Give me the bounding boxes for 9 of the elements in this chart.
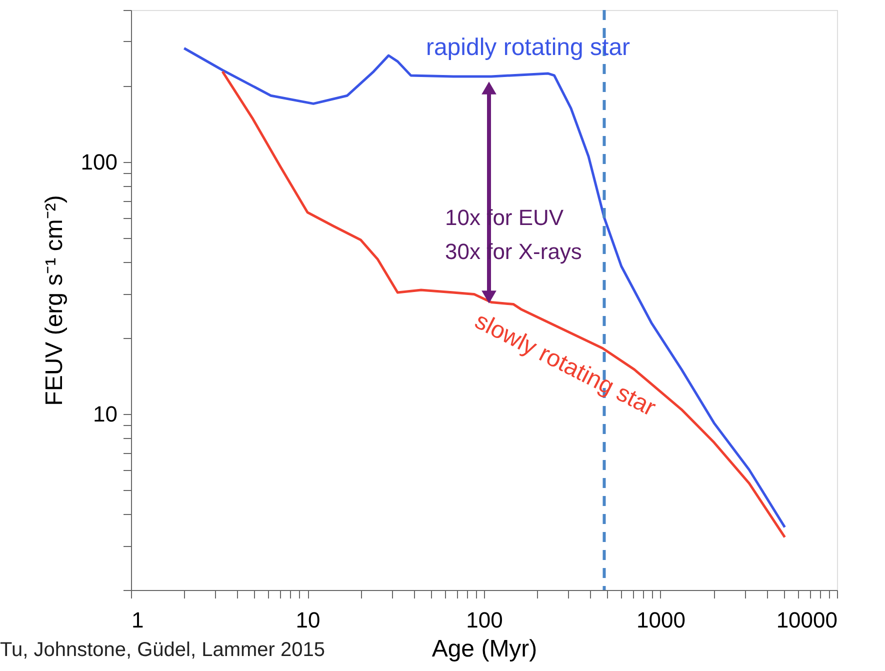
- x-tick-label: 10000: [776, 608, 838, 632]
- y-axis-title: FEUV (erg s⁻¹ cm⁻²): [40, 195, 68, 406]
- text: Tu, Johnstone, Güdel, Lammer 2015: [0, 639, 325, 661]
- x-tick-label: 1000: [636, 608, 686, 632]
- x-tick-label: 1: [132, 608, 144, 632]
- x-tick-label: 100: [466, 608, 503, 632]
- x-axis-title: Age (Myr): [432, 636, 538, 662]
- x-tick-label: 10: [296, 608, 320, 632]
- series-label: rapidly rotating star: [426, 34, 630, 61]
